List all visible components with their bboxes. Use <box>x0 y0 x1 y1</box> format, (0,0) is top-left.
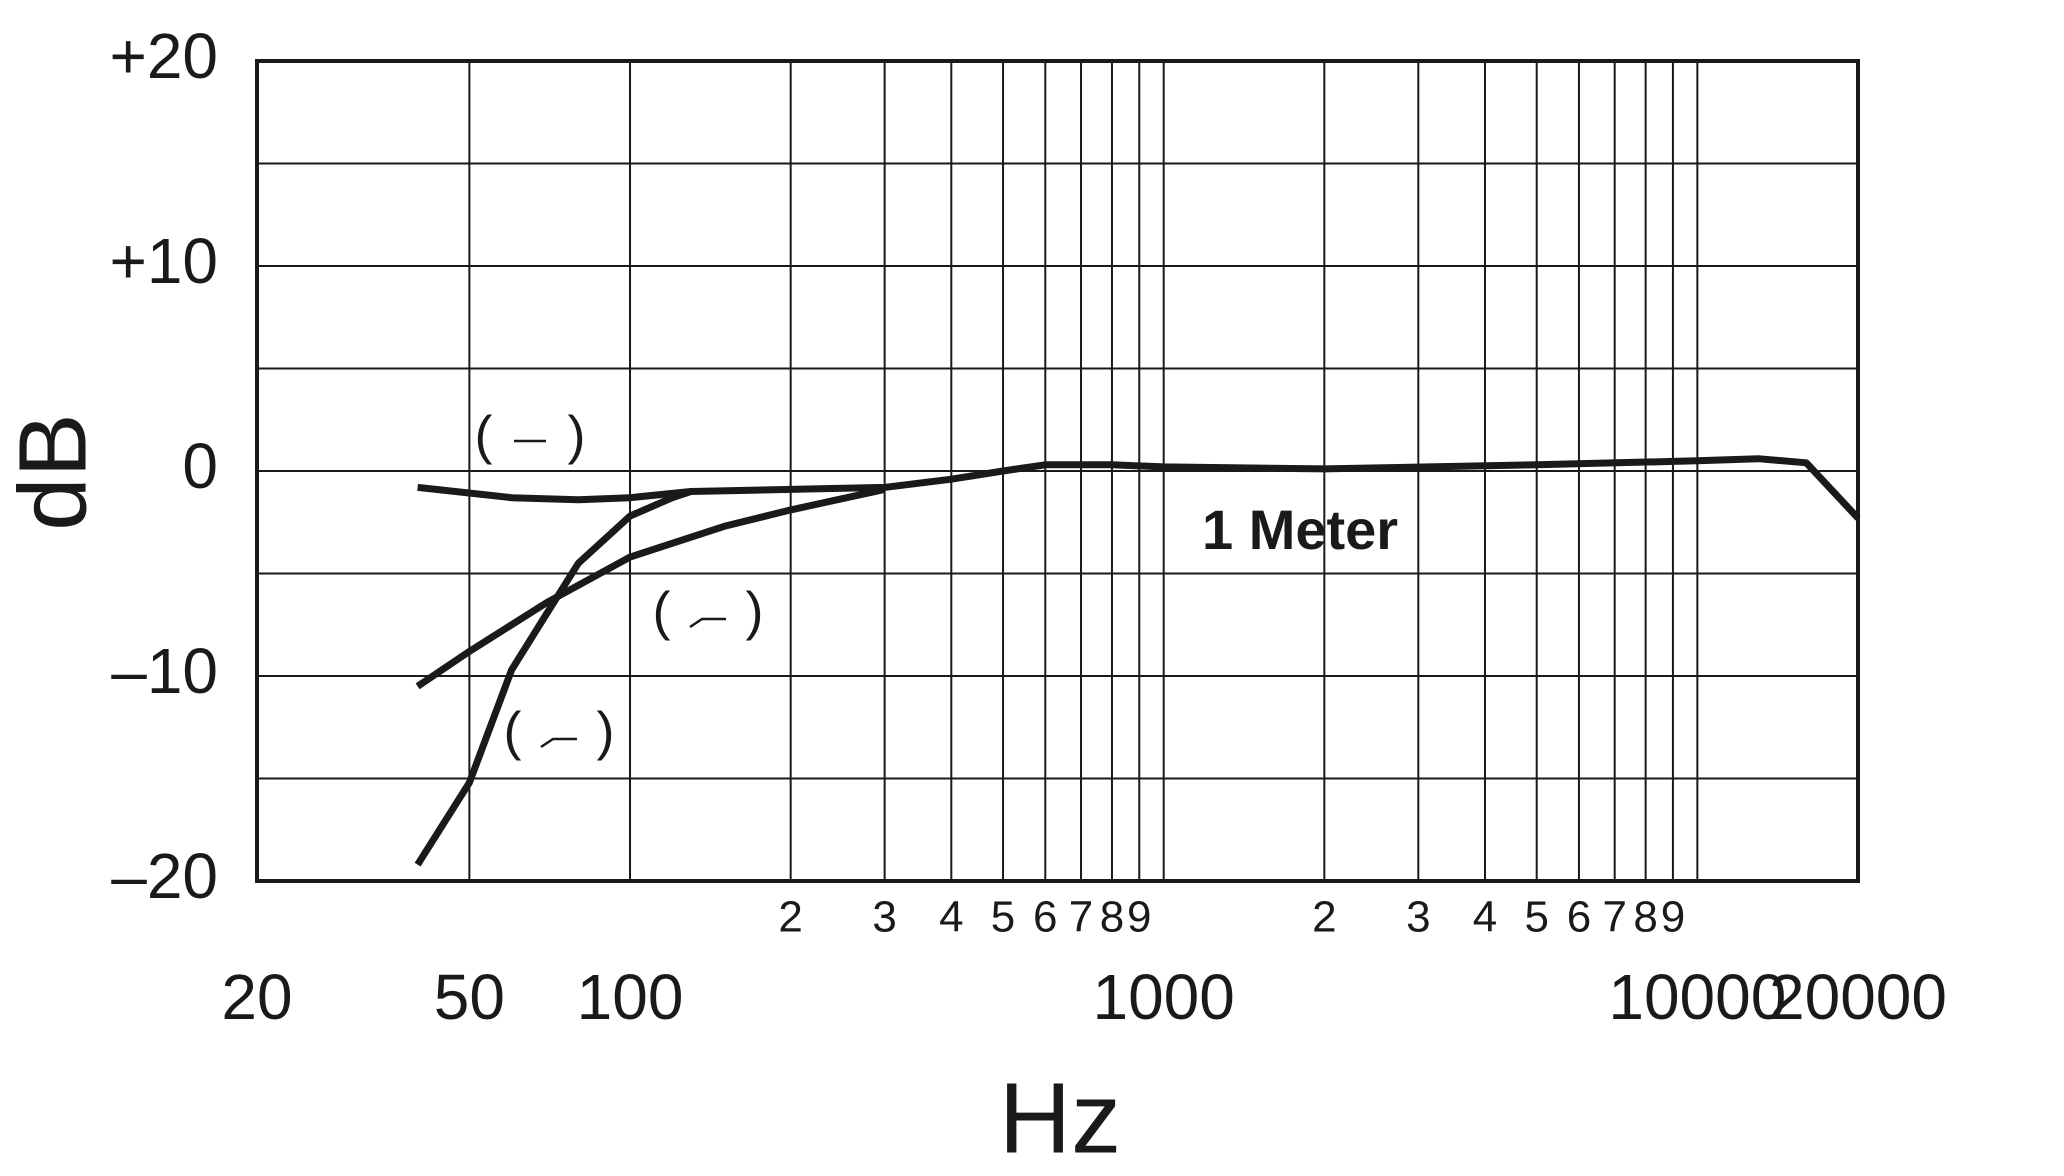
response-curve <box>415 485 886 690</box>
annotation: 1 Meter <box>1202 498 1398 561</box>
x-tick-label: 100 <box>577 961 684 1033</box>
x-minor-tick-label: 8 <box>1633 893 1657 942</box>
y-tick-label: 0 <box>182 430 218 502</box>
x-minor-tick-label: 7 <box>1602 893 1626 942</box>
response-curve <box>417 455 1861 521</box>
x-tick-label: 20 <box>221 961 292 1033</box>
x-minor-tick-label: 9 <box>1127 893 1151 942</box>
x-tick-label: 1000 <box>1092 961 1234 1033</box>
plot-frame <box>255 59 1860 883</box>
x-minor-tick-label: 2 <box>1312 893 1336 942</box>
y-tick-label: –20 <box>111 840 218 912</box>
x-minor-tick-label: 4 <box>1473 893 1497 942</box>
x-minor-tick-label: 2 <box>778 893 802 942</box>
x-minor-tick-label: 3 <box>1406 893 1430 942</box>
x-minor-tick-label: 9 <box>1661 893 1685 942</box>
switch-icon <box>540 737 577 749</box>
x-tick-label: 50 <box>434 961 505 1033</box>
x-minor-tick-label: 5 <box>991 893 1015 942</box>
y-axis-label: dB <box>0 413 106 530</box>
y-tick-label: +10 <box>109 225 218 297</box>
response-curve <box>414 488 692 867</box>
annotation: ( ) <box>475 405 586 465</box>
x-axis-label: Hz <box>999 1062 1121 1174</box>
x-minor-tick-label: 6 <box>1033 893 1057 942</box>
x-minor-tick-label: 8 <box>1100 893 1124 942</box>
y-tick-label: –10 <box>111 635 218 707</box>
x-tick-label: 10000 <box>1608 961 1786 1033</box>
x-minor-tick-label: 5 <box>1524 893 1548 942</box>
y-tick-label: +20 <box>109 20 218 92</box>
x-tick-label: 20000 <box>1769 961 1947 1033</box>
x-minor-tick-label: 7 <box>1069 893 1093 942</box>
annotation: ( ) <box>504 701 615 761</box>
annotation: ( ) <box>653 581 764 641</box>
x-minor-tick-label: 4 <box>939 893 963 942</box>
x-minor-tick-label: 6 <box>1567 893 1591 942</box>
switch-icon <box>689 617 726 629</box>
x-minor-tick-label: 3 <box>872 893 896 942</box>
